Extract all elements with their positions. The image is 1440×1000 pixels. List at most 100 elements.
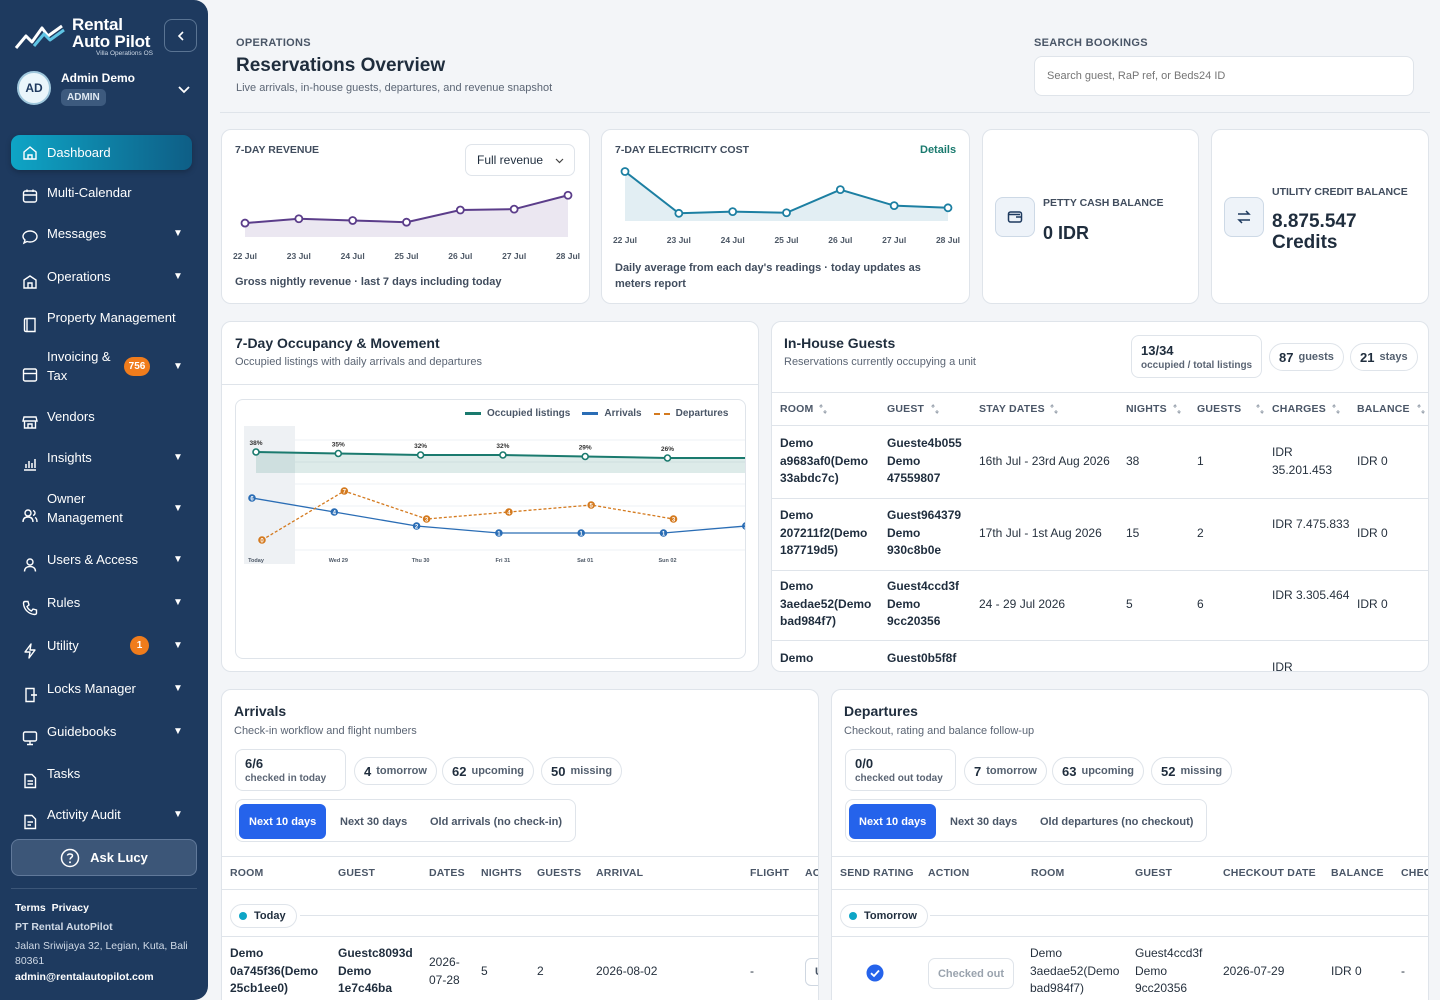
sort-icon[interactable] bbox=[1256, 404, 1264, 414]
tab-arrivals-next-30[interactable]: Next 30 days bbox=[340, 815, 408, 828]
column-header[interactable]: GUEST bbox=[1135, 867, 1173, 879]
data-point[interactable] bbox=[509, 204, 519, 214]
column-header[interactable]: NIGHTS bbox=[1126, 403, 1167, 415]
series-point[interactable] bbox=[330, 508, 339, 516]
data-point[interactable] bbox=[782, 208, 791, 218]
column-header[interactable]: ARRIVAL bbox=[596, 867, 644, 879]
departures-upcoming-pill[interactable]: 63 upcoming bbox=[1052, 757, 1145, 785]
column-header[interactable]: GUESTS bbox=[537, 867, 582, 879]
sort-icon[interactable] bbox=[819, 404, 827, 414]
data-point[interactable] bbox=[728, 207, 738, 217]
column-header[interactable]: CHEC bbox=[1401, 867, 1429, 879]
tab-arrivals-old[interactable]: Old arrivals (no check-in) bbox=[430, 815, 563, 828]
nav-activity-audit[interactable]: Activity Audit ▼ bbox=[11, 797, 192, 832]
occupied-point[interactable] bbox=[499, 451, 507, 459]
column-header[interactable]: BALANCE bbox=[1331, 867, 1384, 879]
nav-insights[interactable]: Insights ▼ bbox=[11, 440, 192, 475]
column-header[interactable]: GUEST bbox=[338, 867, 376, 879]
occupied-point[interactable] bbox=[581, 452, 590, 461]
terms-link[interactable]: Terms bbox=[15, 902, 46, 914]
tab-departures-next-10[interactable]: Next 10 days bbox=[849, 804, 937, 839]
ask-lucy-button[interactable]: Ask Lucy bbox=[11, 839, 197, 876]
column-header[interactable]: ROOM bbox=[780, 403, 814, 415]
column-header[interactable]: ACTION bbox=[928, 867, 970, 879]
checked-out-button[interactable]: Checked out bbox=[928, 958, 1014, 989]
series-point[interactable] bbox=[587, 501, 595, 509]
nav-rules[interactable]: Rules ▼ bbox=[11, 585, 192, 620]
nav-owner-management[interactable]: Owner Management ▼ bbox=[11, 488, 192, 528]
nav-users-access[interactable]: Users & Access ▼ bbox=[11, 542, 192, 577]
arrivals-missing-pill[interactable]: 50 missing bbox=[541, 757, 623, 785]
series-point[interactable] bbox=[412, 522, 421, 530]
column-header[interactable]: DATES bbox=[429, 867, 465, 879]
data-point[interactable] bbox=[240, 218, 250, 228]
data-point[interactable] bbox=[563, 190, 573, 200]
nav-operations[interactable]: Operations ▼ bbox=[11, 259, 192, 294]
column-header[interactable]: GUEST bbox=[887, 403, 925, 415]
departures-tomorrow-pill[interactable]: 7 tomorrow bbox=[964, 757, 1047, 785]
sort-icon[interactable] bbox=[931, 404, 939, 414]
data-point[interactable] bbox=[889, 201, 899, 210]
nav-utility[interactable]: Utility 1 ▼ bbox=[11, 628, 192, 663]
tab-departures-next-30[interactable]: Next 30 days bbox=[950, 815, 1018, 828]
column-header[interactable]: ROOM bbox=[1031, 867, 1065, 879]
data-point[interactable] bbox=[943, 203, 953, 213]
nav-guidebooks[interactable]: Guidebooks ▼ bbox=[11, 714, 192, 749]
series-point[interactable] bbox=[495, 529, 503, 537]
data-point[interactable] bbox=[294, 214, 304, 224]
series-point[interactable] bbox=[505, 508, 513, 516]
column-header[interactable]: GUESTS bbox=[1197, 403, 1242, 415]
occupied-point[interactable] bbox=[334, 449, 343, 458]
series-point[interactable] bbox=[577, 529, 585, 537]
nav-dashboard[interactable]: Dashboard bbox=[11, 135, 192, 170]
occupied-point[interactable] bbox=[663, 454, 672, 462]
tab-arrivals-next-10[interactable]: Next 10 days bbox=[239, 804, 327, 839]
tab-departures-old[interactable]: Old departures (no checkout) bbox=[1040, 815, 1194, 828]
series-point[interactable] bbox=[258, 536, 266, 544]
column-header[interactable]: CHECKOUT DATE bbox=[1223, 867, 1316, 879]
collapse-sidebar-button[interactable] bbox=[164, 19, 197, 52]
revenue-select[interactable]: Full revenue bbox=[465, 144, 575, 176]
arrivals-tomorrow-pill[interactable]: 4 tomorrow bbox=[354, 757, 437, 785]
nav-multi-calendar[interactable]: Multi-Calendar bbox=[11, 175, 192, 210]
column-header[interactable]: NIGHTS bbox=[481, 867, 522, 879]
nav-locks-manager[interactable]: Locks Manager ▼ bbox=[11, 671, 192, 706]
nav-tasks[interactable]: Tasks bbox=[11, 756, 192, 791]
privacy-link[interactable]: Privacy bbox=[51, 902, 89, 914]
sort-icon[interactable] bbox=[1332, 404, 1340, 414]
sort-icon[interactable] bbox=[1050, 404, 1058, 414]
user-menu[interactable]: AD Admin Demo ADMIN bbox=[17, 70, 197, 110]
series-point[interactable] bbox=[340, 487, 349, 495]
series-point[interactable] bbox=[742, 522, 746, 530]
series-point[interactable] bbox=[248, 494, 256, 502]
column-header[interactable]: AC bbox=[805, 867, 818, 879]
series-point[interactable] bbox=[659, 529, 668, 537]
check-circle-icon[interactable] bbox=[866, 964, 884, 982]
nav-property-management[interactable]: Property Management bbox=[11, 300, 192, 335]
sort-icon[interactable] bbox=[1173, 404, 1181, 414]
search-input[interactable] bbox=[1034, 56, 1414, 96]
sort-icon[interactable] bbox=[1417, 404, 1425, 414]
occupied-point[interactable] bbox=[252, 448, 260, 456]
series-point[interactable] bbox=[669, 515, 678, 523]
footer-email[interactable]: admin@rentalautopilot.com bbox=[15, 971, 154, 983]
arrivals-upcoming-pill[interactable]: 62 upcoming bbox=[442, 757, 535, 785]
nav-invoicing-tax[interactable]: Invoicing & Tax 756 ▼ bbox=[11, 346, 192, 386]
data-point[interactable] bbox=[620, 167, 630, 176]
brand-logo[interactable]: Rental Auto Pilot Villa Operations OS bbox=[14, 16, 153, 58]
column-header[interactable]: FLIGHT bbox=[750, 867, 790, 879]
column-header[interactable]: STAY DATES bbox=[979, 403, 1045, 415]
data-point[interactable] bbox=[402, 217, 411, 227]
data-point[interactable] bbox=[348, 216, 358, 225]
column-header[interactable]: BALANCE bbox=[1357, 403, 1410, 415]
series-point[interactable] bbox=[422, 515, 431, 523]
nav-messages[interactable]: Messages ▼ bbox=[11, 216, 192, 251]
data-point[interactable] bbox=[674, 208, 684, 218]
occupied-point[interactable] bbox=[416, 451, 425, 459]
arrival-action-button[interactable]: U bbox=[805, 958, 818, 986]
data-point[interactable] bbox=[455, 205, 465, 215]
electricity-details-link[interactable]: Details bbox=[920, 144, 957, 156]
data-point[interactable] bbox=[835, 185, 845, 195]
departures-missing-pill[interactable]: 52 missing bbox=[1151, 757, 1233, 785]
nav-vendors[interactable]: Vendors bbox=[11, 399, 192, 434]
